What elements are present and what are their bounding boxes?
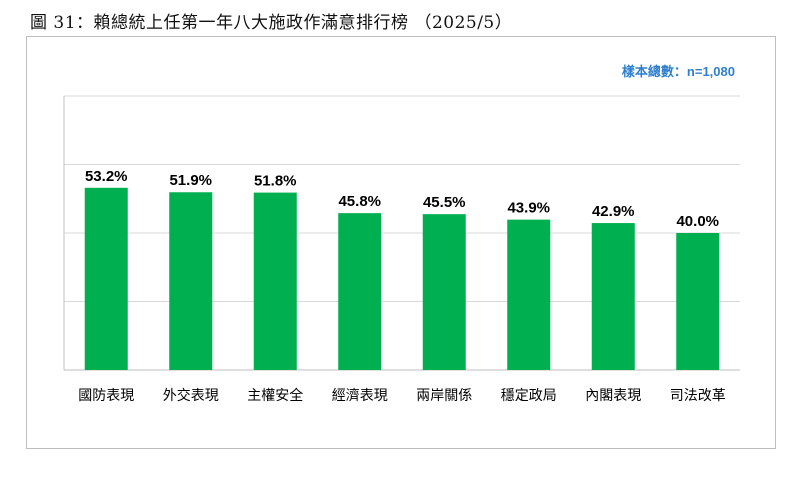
- data-label: 40.0%: [676, 213, 719, 230]
- data-label: 43.9%: [507, 200, 550, 217]
- bar: [338, 213, 382, 370]
- x-tick-label: 主權安全: [247, 387, 303, 404]
- x-tick-label: 外交表現: [163, 387, 219, 404]
- data-label: 51.9%: [169, 172, 212, 189]
- data-label: 51.8%: [254, 173, 297, 190]
- figure-caption: 圖 31：賴總統上任第一年八大施政作滿意排行榜 （2025/5）: [30, 13, 513, 33]
- bar: [591, 223, 635, 370]
- data-label: 45.8%: [338, 193, 381, 210]
- bar-chart: 53.2% 國防表現 51.9% 外交表現 51.8% 主權安全 45.8% 經濟表現 45.5…: [63, 95, 740, 404]
- x-tick-label: 內閣表現: [585, 388, 641, 404]
- data-label: 53.2%: [85, 168, 128, 185]
- x-tick-label: 經濟表現: [332, 388, 388, 404]
- bar: [253, 192, 297, 370]
- bar: [422, 214, 466, 370]
- bar: [676, 233, 720, 370]
- sample-size-note: 樣本總數：n=1,080: [621, 64, 735, 79]
- data-label: 42.9%: [592, 203, 635, 220]
- x-tick-label: 司法改革: [670, 388, 726, 404]
- x-tick-label: 國防表現: [78, 388, 134, 404]
- x-tick-label: 穩定政局: [501, 388, 557, 404]
- bar: [84, 187, 128, 370]
- x-tick-label: 兩岸關係: [416, 388, 472, 404]
- bar: [507, 219, 551, 370]
- data-label: 45.5%: [423, 194, 466, 211]
- bar: [169, 192, 213, 370]
- chart-frame: 樣本總數：n=1,080 53.2% 國防表現 51.9% 外交表現 51.8% 主權安全…: [26, 36, 776, 449]
